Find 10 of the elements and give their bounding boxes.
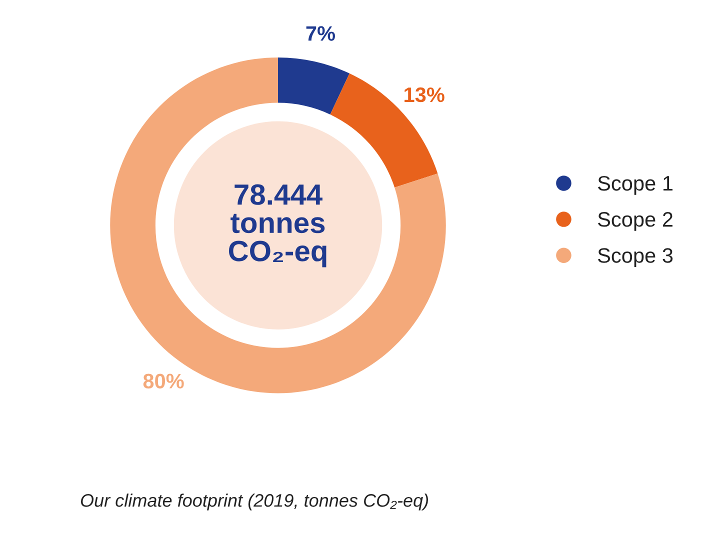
text: 78.444 tonnes CO₂-eq (228, 184, 326, 268)
data-label: 13% (404, 87, 444, 102)
donut-slice (110, 57, 446, 394)
legend-label: Scope 2 (598, 212, 672, 231)
legend-label: Scope 1 (598, 176, 672, 195)
text: Our climate footprint (2019, tonnes CO₂-eq) (80, 494, 428, 510)
data-label: 7% (306, 26, 335, 41)
legend-label: Scope 3 (598, 248, 673, 267)
data-label: 80% (143, 374, 184, 388)
donut-slice (278, 57, 350, 114)
